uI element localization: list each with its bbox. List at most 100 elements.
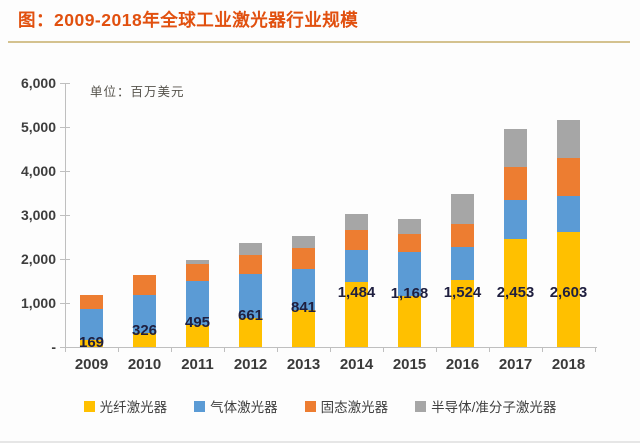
y-axis-tick-label: 1,000 <box>20 295 56 311</box>
x-axis-tick <box>277 348 278 352</box>
legend-item: 气体激光器 <box>194 396 278 416</box>
bar-segment-2015-光纤激光器 <box>398 295 421 347</box>
y-axis-tick <box>60 259 70 260</box>
x-axis-line <box>65 347 597 348</box>
bar-segment-2012-光纤激光器 <box>239 317 262 347</box>
bar-segment-2014-固态激光器 <box>345 230 368 251</box>
bar-segment-2017-气体激光器 <box>504 200 527 240</box>
bar-segment-2012-固态激光器 <box>239 255 262 275</box>
chart-title: 图：2009-2018年全球工业激光器行业规模 <box>18 10 359 30</box>
bar-segment-2010-固态激光器 <box>133 275 156 296</box>
y-axis-tick-label: 3,000 <box>20 207 56 223</box>
bar-segment-2013-气体激光器 <box>292 269 315 310</box>
x-axis-tick <box>542 348 543 352</box>
bar-segment-2018-半导体/准分子激光器 <box>557 120 580 159</box>
data-label-2018: 2,603 <box>549 284 588 301</box>
bar-segment-2015-气体激光器 <box>398 252 421 296</box>
y-axis-tick-label: 5,000 <box>20 119 56 135</box>
bar-segment-2017-光纤激光器 <box>504 239 527 347</box>
x-axis-category-label: 2014 <box>339 356 374 373</box>
bar-segment-2016-固态激光器 <box>451 224 474 248</box>
legend-label: 光纤激光器 <box>99 400 168 415</box>
legend-swatch-icon <box>194 400 206 412</box>
legend-swatch-icon <box>83 400 95 412</box>
bar-segment-2018-气体激光器 <box>557 196 580 233</box>
bar-segment-2011-固态激光器 <box>186 263 209 281</box>
data-label-2012: 661 <box>237 306 264 324</box>
data-label-2017: 2,453 <box>496 284 535 301</box>
bar-segment-2015-半导体/准分子激光器 <box>398 219 421 235</box>
legend-label: 半导体/准分子激光器 <box>431 400 557 415</box>
bar-segment-2013-固态激光器 <box>292 248 315 270</box>
x-axis-tick <box>65 348 66 352</box>
x-axis-category-label: 2018 <box>551 356 586 373</box>
y-axis-tick <box>60 83 70 84</box>
x-axis-category-label: 2015 <box>392 356 427 373</box>
bar-segment-2010-光纤激光器 <box>133 332 156 347</box>
bar-segment-2013-半导体/准分子激光器 <box>292 236 315 249</box>
y-axis-tick <box>60 303 70 304</box>
title-divider <box>8 41 630 43</box>
legend-swatch-icon <box>304 400 316 412</box>
bar-segment-2009-光纤激光器 <box>80 339 103 347</box>
legend-item: 固态激光器 <box>304 396 388 416</box>
bar-segment-2018-固态激光器 <box>557 158 580 197</box>
x-axis-category-label: 2016 <box>445 356 480 373</box>
y-axis-tick <box>60 171 70 172</box>
bar-segment-2015-固态激光器 <box>398 234 421 253</box>
bar-segment-2017-固态激光器 <box>504 167 527 201</box>
bar-segment-2011-气体激光器 <box>186 280 209 326</box>
x-axis-tick <box>171 348 172 352</box>
x-axis-category-label: 2017 <box>498 356 533 373</box>
y-axis-tick <box>60 215 70 216</box>
data-label-2016: 1,524 <box>443 284 482 301</box>
legend-item: 半导体/准分子激光器 <box>415 396 556 416</box>
x-axis-tick <box>383 348 384 352</box>
y-axis-tick <box>60 347 70 348</box>
data-label-2015: 1,168 <box>390 284 429 302</box>
bar-segment-2018-光纤激光器 <box>557 232 580 347</box>
bar-segment-2016-光纤激光器 <box>451 279 474 347</box>
x-axis-category-label: 2013 <box>286 356 321 373</box>
bar-segment-2016-半导体/准分子激光器 <box>451 194 474 225</box>
bar-segment-2016-气体激光器 <box>451 247 474 280</box>
x-axis-category-label: 2012 <box>233 356 268 373</box>
x-axis-category-label: 2010 <box>127 356 162 373</box>
bar-segment-2012-半导体/准分子激光器 <box>239 243 262 256</box>
x-axis-category-label: 2011 <box>181 356 214 373</box>
bar-segment-2014-半导体/准分子激光器 <box>345 214 368 231</box>
x-axis-tick <box>489 348 490 352</box>
bar-segment-2017-半导体/准分子激光器 <box>504 129 527 168</box>
bar-segment-2011-半导体/准分子激光器 <box>186 259 209 264</box>
bar-segment-2014-光纤激光器 <box>345 281 368 347</box>
y-axis-tick-label: - <box>51 339 56 355</box>
x-axis-category-label: 2009 <box>74 356 109 373</box>
bar-segment-2011-光纤激光器 <box>186 325 209 347</box>
legend-swatch-icon <box>415 400 427 412</box>
x-axis-tick <box>436 348 437 352</box>
bar-segment-2009-固态激光器 <box>80 294 103 309</box>
x-axis-tick <box>224 348 225 352</box>
x-axis-tick <box>330 348 331 352</box>
bar-segment-2013-光纤激光器 <box>292 309 315 347</box>
data-label-2013: 841 <box>290 298 317 316</box>
bar-segment-2010-气体激光器 <box>133 295 156 333</box>
y-axis-tick-label: 6,000 <box>20 75 56 91</box>
bar-segment-2014-气体激光器 <box>345 250 368 282</box>
data-label-2011: 495 <box>184 314 211 332</box>
legend-label: 气体激光器 <box>210 400 278 415</box>
data-label-2009: 169 <box>78 334 105 351</box>
bar-segment-2009-气体激光器 <box>80 308 103 340</box>
data-label-2014: 1,484 <box>337 284 376 301</box>
bar-segment-2012-气体激光器 <box>239 274 262 318</box>
data-label-2010: 326 <box>131 321 158 339</box>
x-axis-tick <box>118 348 119 352</box>
y-axis-tick-label: 2,000 <box>20 251 56 267</box>
chart-legend: 光纤激光器 气体激光器 固态激光器 半导体/准分子激光器 <box>0 396 640 416</box>
y-axis-tick-label: 4,000 <box>20 163 56 179</box>
unit-label: 单位：百万美元 <box>90 85 185 99</box>
legend-item: 光纤激光器 <box>83 396 168 416</box>
x-axis-tick <box>595 348 596 352</box>
